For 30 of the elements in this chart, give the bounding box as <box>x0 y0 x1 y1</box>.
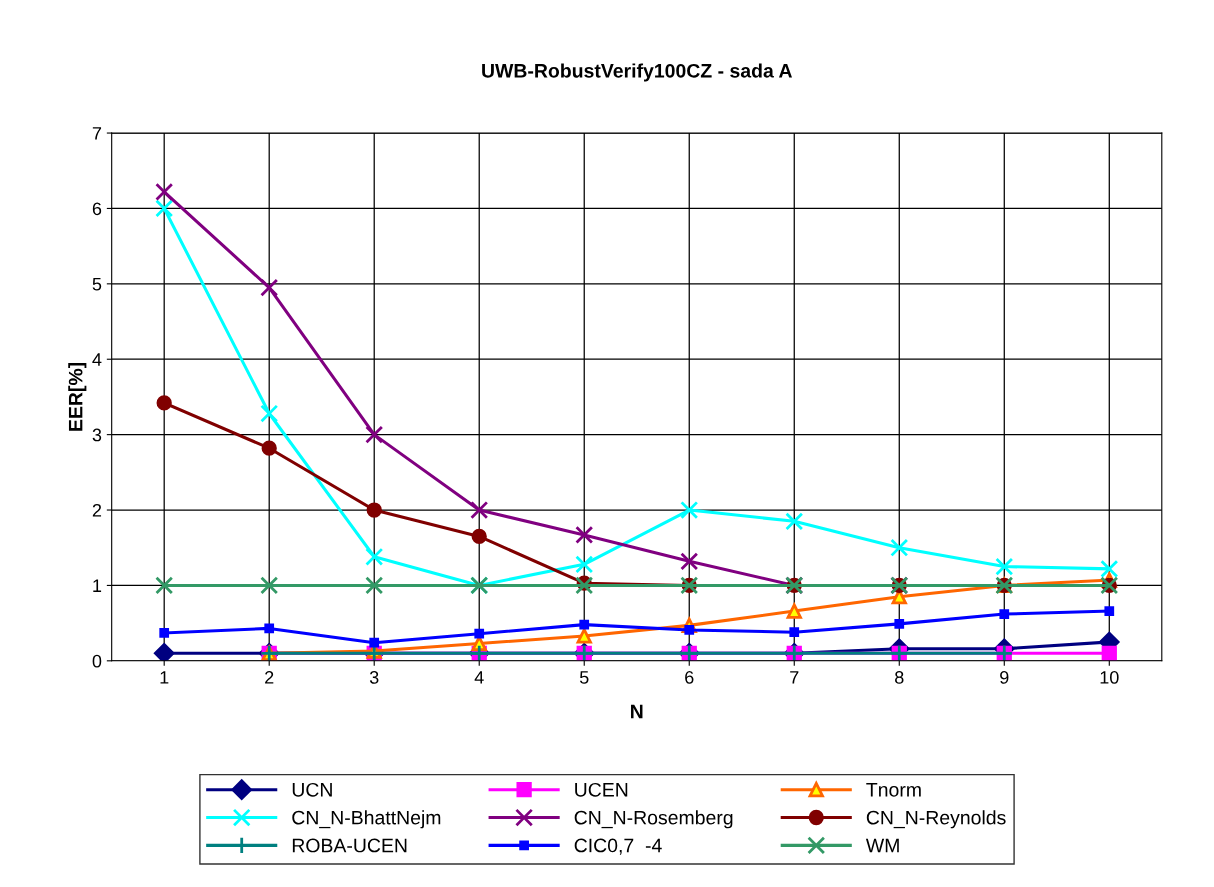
legend-label: CIC0,7 -4 <box>574 838 662 855</box>
y-tick-label: 7 <box>92 127 102 140</box>
x-tick-label: 6 <box>685 671 694 684</box>
legend-label: CN_N-Rosemberg <box>574 810 733 829</box>
chart-title: UWB-RobustVerify100CZ - sada A <box>482 63 792 82</box>
legend-label: CN_N-Reynolds <box>866 810 1006 829</box>
x-tick-label: 4 <box>474 671 484 684</box>
legend-label: UCEN <box>575 782 628 797</box>
y-tick-label: 0 <box>92 654 102 668</box>
y-tick-label: 6 <box>92 202 102 216</box>
x-tick-label: 2 <box>265 671 274 684</box>
x-axis-title: N <box>631 704 643 719</box>
legend-label: Tnorm <box>866 783 921 797</box>
y-axis-title: EER[%] <box>68 362 87 431</box>
legend-label: WM <box>865 838 899 853</box>
x-tick-label: 1 <box>160 671 169 684</box>
x-tick-label: 5 <box>579 671 589 684</box>
y-tick-label: 1 <box>93 579 102 592</box>
x-tick-label: 3 <box>369 671 379 684</box>
y-tick-label: 4 <box>92 353 102 366</box>
y-tick-label: 2 <box>92 503 102 517</box>
x-tick-label: 9 <box>1000 671 1009 684</box>
legend-label: ROBA-UCEN <box>292 838 407 853</box>
x-tick-label: 8 <box>895 671 904 684</box>
x-tick-label: 10 <box>1100 671 1119 684</box>
x-tick-label: 7 <box>790 671 799 684</box>
legend-label: CN_N-BhattNejm <box>292 810 441 829</box>
legend-label: UCN <box>292 782 332 797</box>
y-tick-label: 3 <box>92 428 102 442</box>
y-tick-label: 5 <box>92 277 102 291</box>
